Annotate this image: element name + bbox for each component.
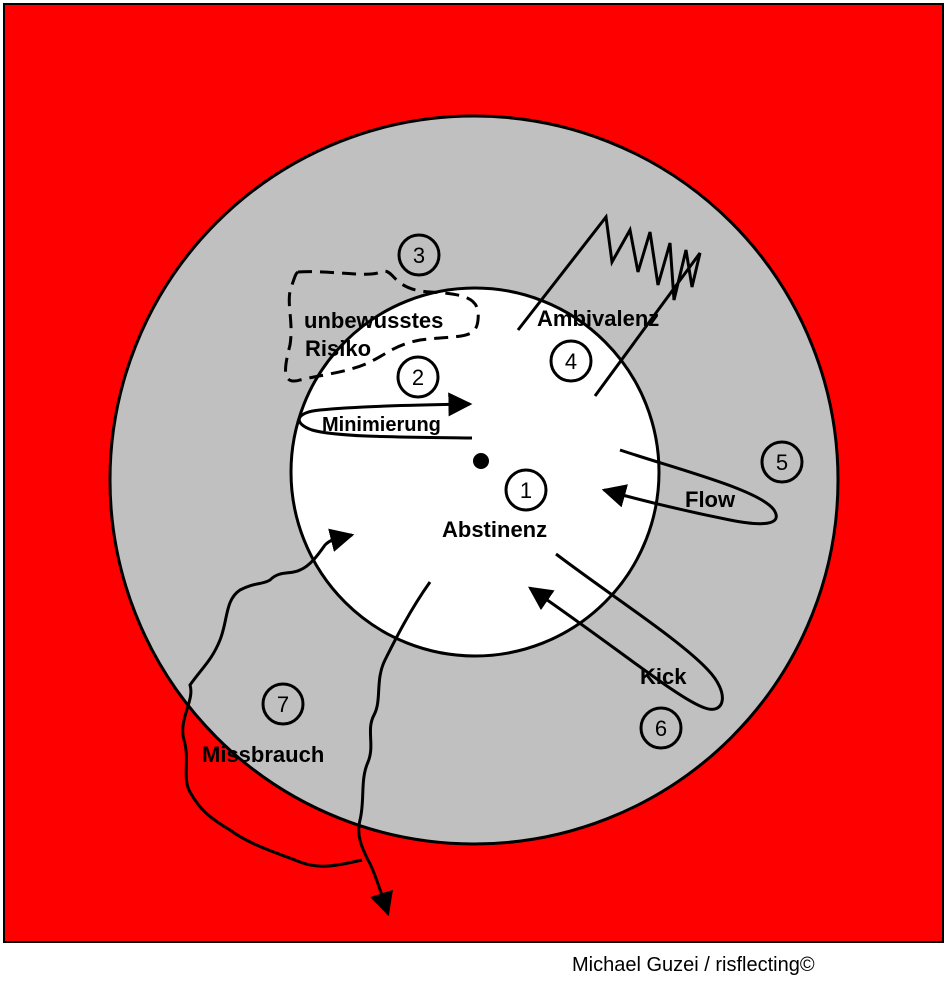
unbewusstes-risiko-boundary <box>284 269 480 383</box>
svg-text:7: 7 <box>277 692 289 717</box>
zone-number-7: 7 <box>261 682 305 726</box>
zone-number-6: 6 <box>639 706 683 750</box>
zone-number-1: 1 <box>504 468 548 512</box>
flow-loop <box>601 448 778 526</box>
svg-text:1: 1 <box>520 478 532 503</box>
label-risiko: Risiko <box>305 336 371 361</box>
kick-loop <box>528 552 724 711</box>
zone-number-5: 5 <box>760 440 804 484</box>
zone-number-4: 4 <box>549 339 593 383</box>
ambivalenz-zigzag <box>516 213 702 397</box>
label-abstinenz: Abstinenz <box>442 517 547 542</box>
svg-text:4: 4 <box>565 349 577 374</box>
missbrauch-loop-path <box>181 528 363 868</box>
zone-number-2: 2 <box>396 355 440 399</box>
label-kick: Kick <box>640 664 687 689</box>
author-credit: Michael Guzei / risflecting© <box>572 954 815 976</box>
missbrauch-path <box>357 581 432 917</box>
minimierung-loop <box>297 392 473 440</box>
zone-number-3: 3 <box>397 233 441 277</box>
svg-text:2: 2 <box>412 365 424 390</box>
label-minimierung: Minimierung <box>322 414 441 436</box>
svg-text:6: 6 <box>655 716 667 741</box>
svg-text:3: 3 <box>413 243 425 268</box>
center-dot <box>473 453 489 469</box>
label-ambivalenz: Ambivalenz <box>537 306 659 331</box>
svg-text:5: 5 <box>776 450 788 475</box>
label-missbrauch: Missbrauch <box>202 742 324 767</box>
label-flow: Flow <box>685 487 736 512</box>
label-unbewusstes: unbewusstes <box>304 308 443 333</box>
